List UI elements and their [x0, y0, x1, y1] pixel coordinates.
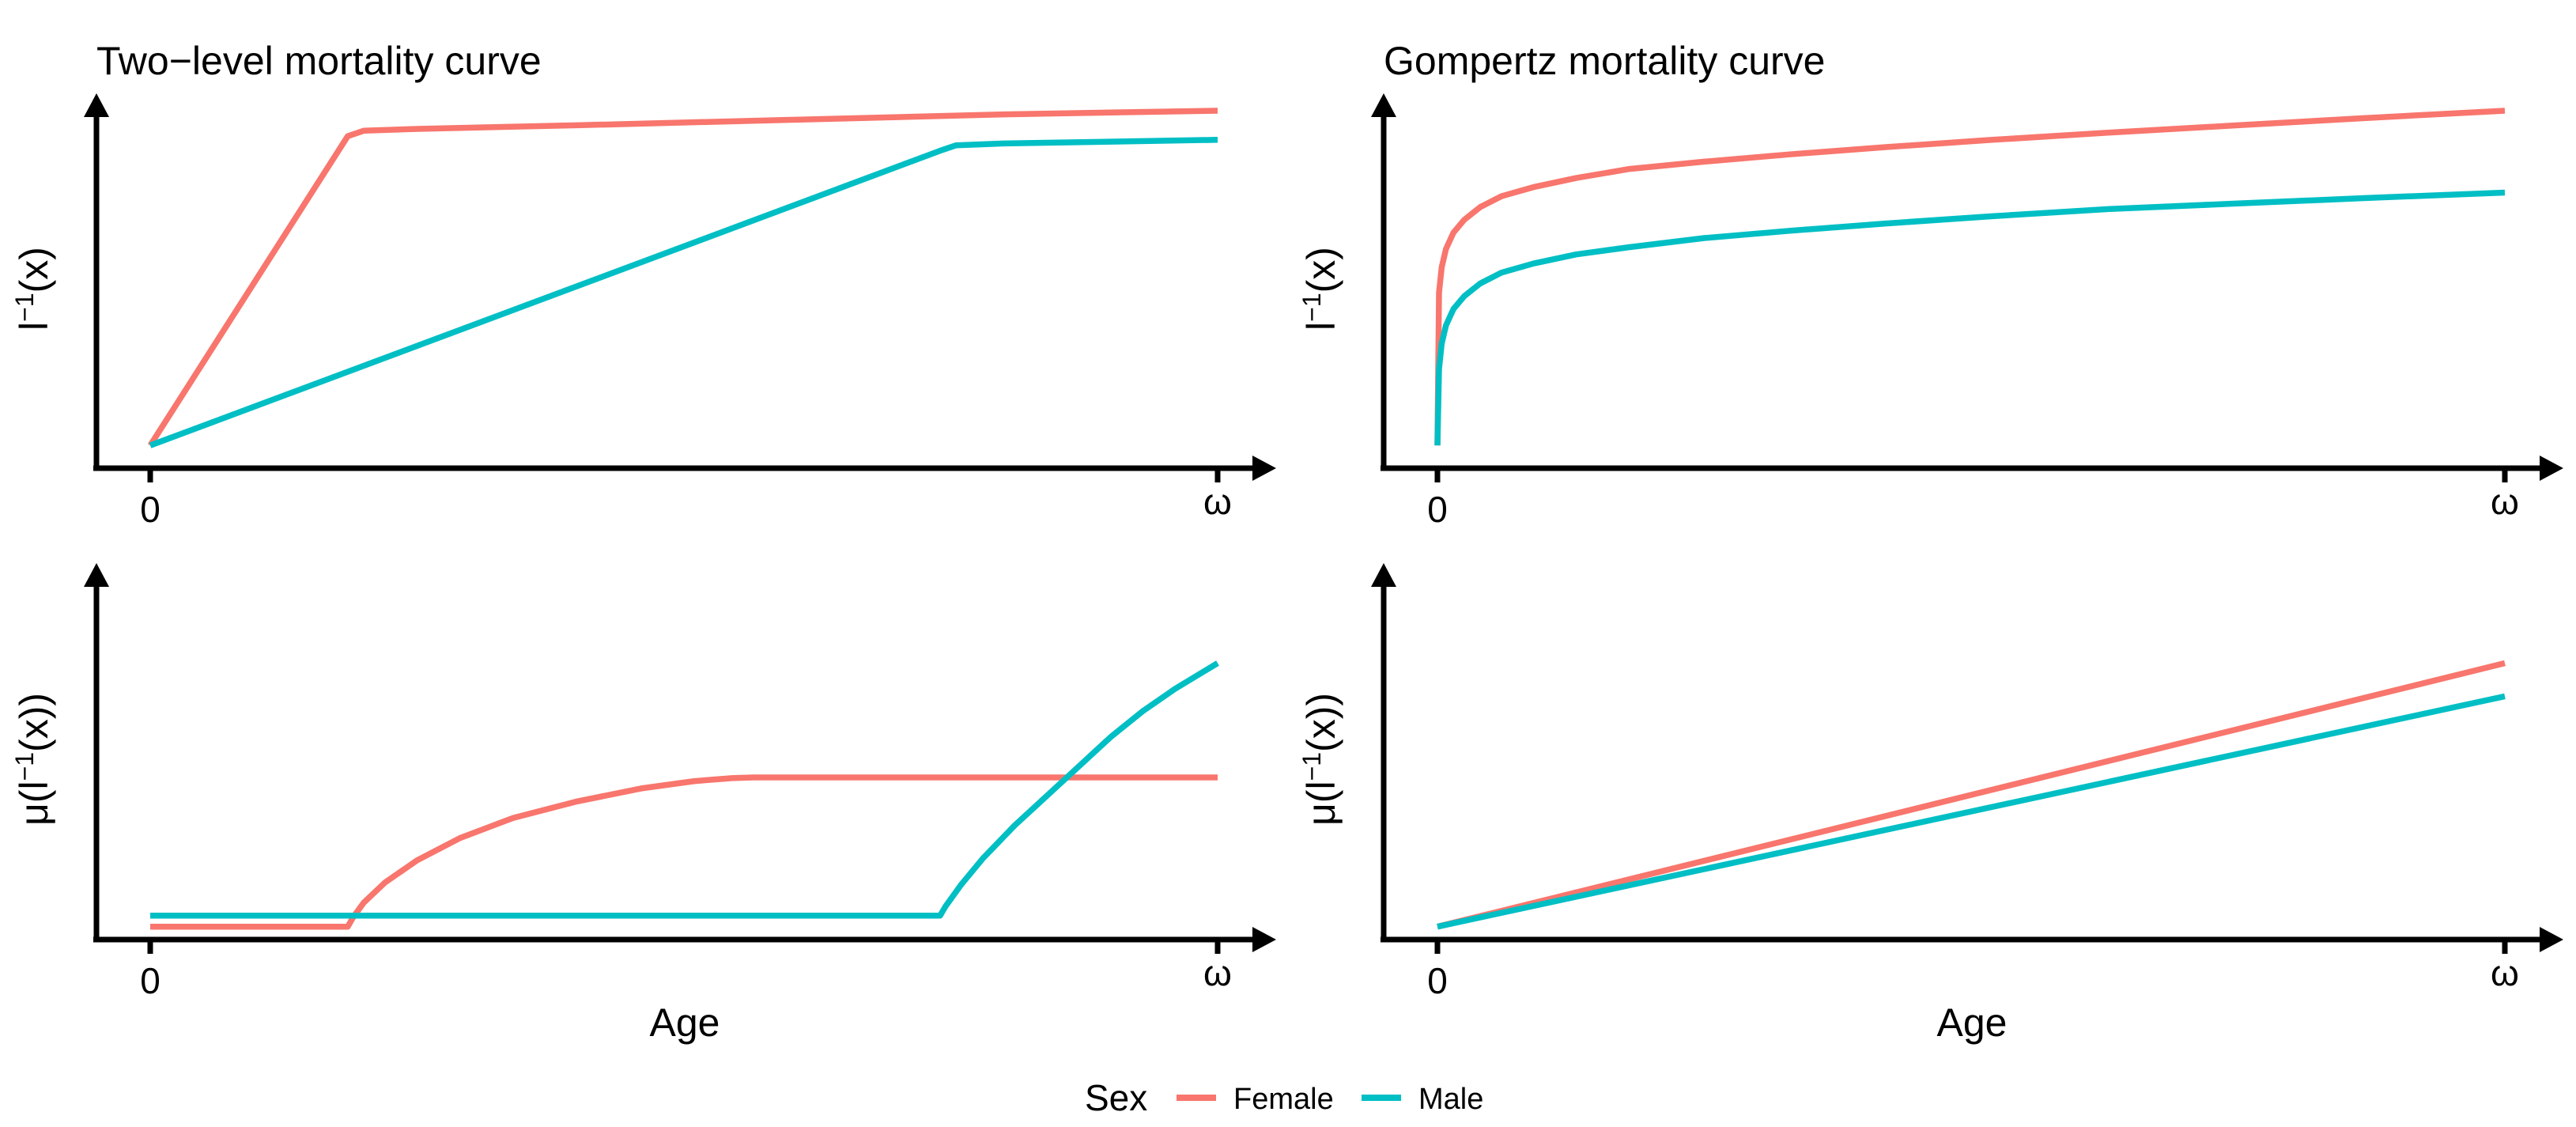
y-axis-arrow-icon: [1371, 93, 1396, 117]
plot-area: [1434, 108, 2506, 446]
x-axis-label: Age: [650, 1000, 720, 1045]
panel-gompertz-hazard: μ(l−1(x)) 0 ω Age: [1297, 563, 2563, 1045]
panel-two-level-inverse-survival: Two−level mortality curve l−1(x) 0 ω: [10, 39, 1276, 530]
y-axis-label: l−1(x): [10, 247, 56, 331]
x-axis-arrow-icon: [2540, 456, 2563, 481]
series-line-female: [147, 108, 1218, 448]
series-line-female: [150, 774, 1218, 930]
x-axis-label: Age: [1937, 1000, 2008, 1045]
x-tick-label-zero: 0: [140, 489, 161, 530]
plot-area: [147, 108, 1218, 448]
y-axis-arrow-icon: [84, 93, 109, 117]
series-line-male: [1437, 693, 2506, 930]
y-axis-label: μ(l−1(x)): [1297, 693, 1343, 826]
panel-title: Gompertz mortality curve: [1384, 39, 1825, 83]
x-axis-arrow-icon: [1252, 456, 1276, 481]
series-line-female: [1434, 108, 2506, 446]
x-tick-label-zero: 0: [1427, 960, 1448, 1001]
x-tick-label-zero: 0: [1427, 489, 1448, 530]
panel-two-level-hazard: μ(l−1(x)) 0 ω Age: [10, 563, 1276, 1045]
plot-area: [1437, 660, 2506, 930]
x-tick-label-omega: ω: [1203, 481, 1232, 522]
series-line-female: [1437, 660, 2506, 930]
y-axis-label: l−1(x): [1297, 247, 1343, 331]
legend-label-female: Female: [1233, 1083, 1334, 1116]
y-axis-label: μ(l−1(x)): [10, 693, 56, 826]
series-line-male: [1434, 189, 2506, 446]
panel-title: Two−level mortality curve: [96, 39, 542, 83]
y-axis-arrow-icon: [84, 563, 109, 587]
x-axis-arrow-icon: [1252, 927, 1276, 952]
x-tick-label-omega: ω: [1203, 952, 1232, 993]
x-axis-arrow-icon: [2540, 927, 2563, 952]
series-line-male: [150, 660, 1219, 919]
legend-label-male: Male: [1418, 1083, 1483, 1116]
x-tick-label-omega: ω: [2491, 481, 2519, 522]
legend: Sex Female Male: [1085, 1077, 1483, 1118]
panel-gompertz-inverse-survival: Gompertz mortality curve l−1(x) 0 ω: [1297, 39, 2563, 530]
x-tick-label-zero: 0: [140, 960, 161, 1001]
y-axis-arrow-icon: [1371, 563, 1396, 587]
legend-title: Sex: [1085, 1077, 1147, 1118]
series-line-male: [149, 137, 1218, 448]
plot-area: [150, 660, 1219, 930]
x-tick-label-omega: ω: [2491, 952, 2519, 993]
